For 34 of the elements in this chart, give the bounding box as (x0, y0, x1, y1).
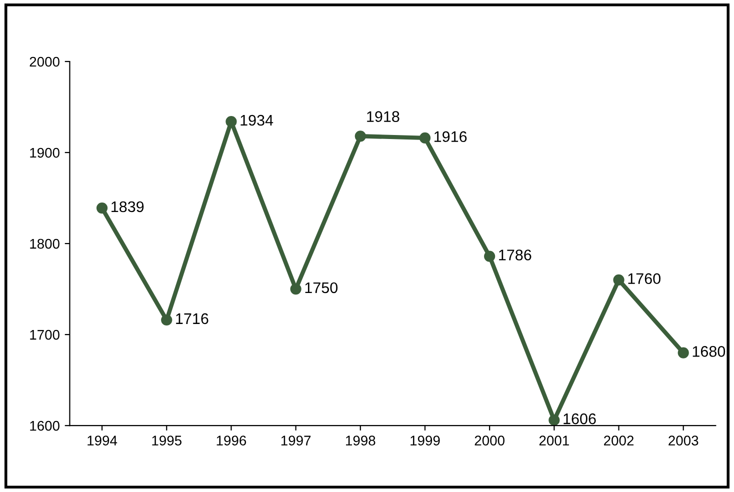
y-tick-label: 2000 (30, 56, 60, 67)
point (354, 130, 366, 142)
x-tick-label: 2000 (474, 436, 504, 446)
y-tick-label: 1900 (30, 148, 60, 158)
point (548, 414, 560, 426)
x-tick-label: 1998 (346, 436, 376, 446)
data-label: 1680 (692, 346, 726, 357)
x-tick-label: 1994 (88, 436, 118, 446)
point (613, 274, 624, 286)
data-label: 1918 (367, 111, 400, 122)
data-label: 1716 (176, 313, 208, 324)
point (226, 116, 237, 128)
x-tick-label: 1999 (410, 436, 440, 446)
y-tick-label: 1800 (30, 238, 60, 249)
data-label: 1916 (434, 131, 467, 142)
data-label: 1606 (564, 413, 596, 424)
point (419, 132, 431, 144)
y-tick-label: 1600 (30, 420, 60, 431)
x-tick-label: 1997 (281, 436, 311, 446)
data-label: 1750 (305, 282, 338, 294)
point (161, 314, 172, 326)
point (678, 347, 689, 358)
x-tick-label: 1996 (216, 436, 246, 446)
point (484, 250, 496, 262)
y-tick-label: 1700 (30, 330, 60, 340)
x-tick-label: 2002 (604, 436, 634, 446)
point (96, 202, 108, 214)
x-tick-label: 2003 (668, 436, 698, 446)
data-label: 1786 (499, 250, 532, 260)
data-label: 1934 (240, 114, 274, 126)
x-tick-label: 2001 (539, 436, 569, 446)
data-label: 1760 (628, 273, 660, 284)
x-tick-label: 1995 (152, 436, 182, 446)
data-label: 1839 (112, 201, 144, 212)
